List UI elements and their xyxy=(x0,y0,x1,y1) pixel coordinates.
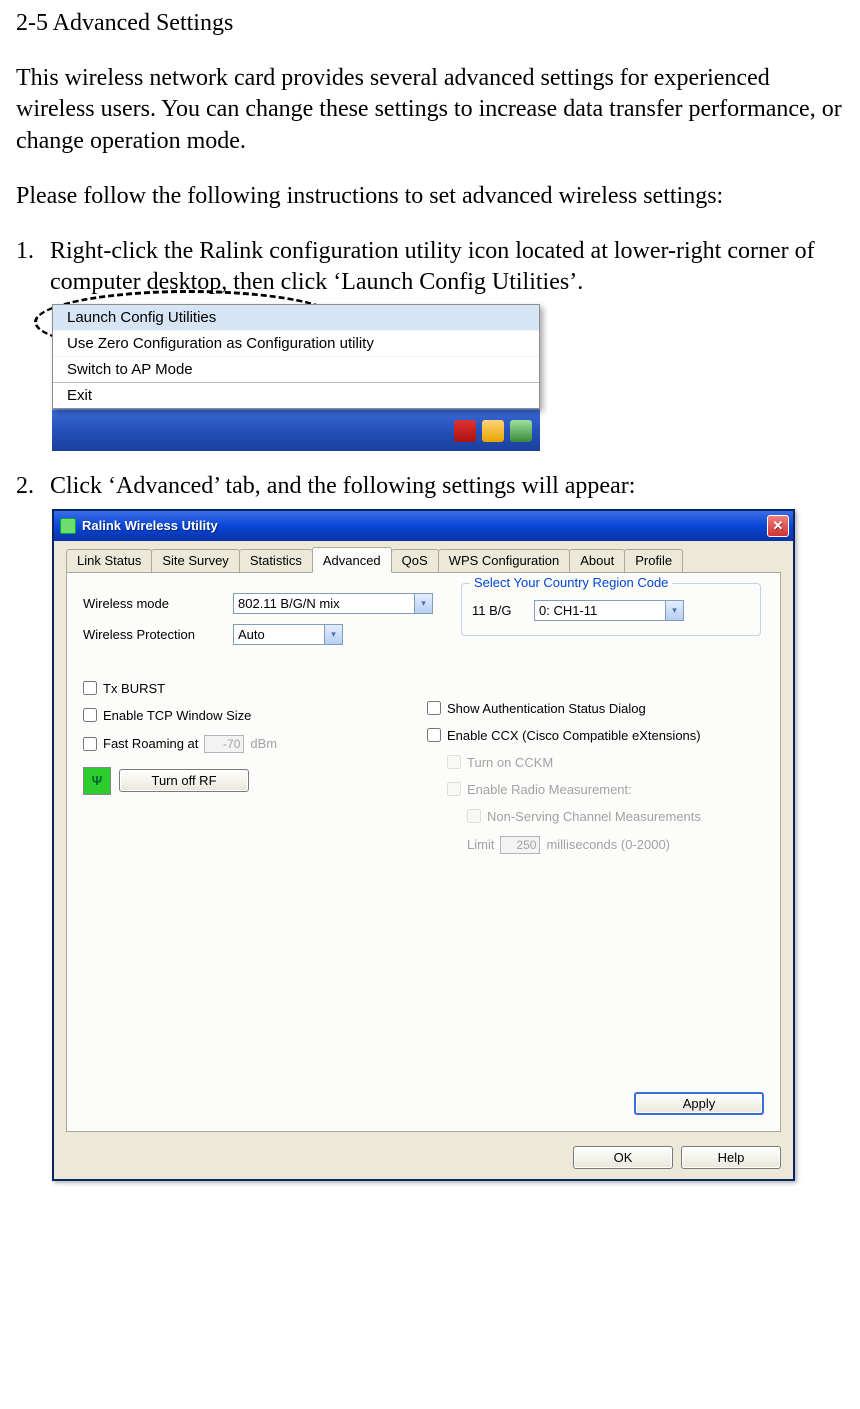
enable-radio-checkbox: Enable Radio Measurement: xyxy=(447,782,767,797)
context-menu: Launch Config Utilities Use Zero Configu… xyxy=(52,304,540,409)
step-2-text: Click ‘Advanced’ tab, and the following … xyxy=(50,471,844,502)
advanced-panel: Wireless mode 802.11 B/G/N mix ▾ Wireles… xyxy=(66,572,781,1132)
fast-roaming-label: Fast Roaming at xyxy=(103,736,198,751)
tray-icon-1[interactable] xyxy=(454,420,476,442)
dialog-title: Ralink Wireless Utility xyxy=(82,518,218,533)
limit-unit: milliseconds (0-2000) xyxy=(546,837,670,852)
menu-item-zero-config[interactable]: Use Zero Configuration as Configuration … xyxy=(53,330,539,356)
chevron-down-icon[interactable]: ▾ xyxy=(415,593,433,614)
wireless-mode-value: 802.11 B/G/N mix xyxy=(233,593,415,614)
nonserving-box xyxy=(467,809,481,823)
nonserving-label: Non-Serving Channel Measurements xyxy=(487,809,701,824)
tx-burst-box[interactable] xyxy=(83,681,97,695)
wireless-protection-value: Auto xyxy=(233,624,325,645)
wireless-protection-label: Wireless Protection xyxy=(83,627,233,642)
chevron-down-icon[interactable]: ▾ xyxy=(666,600,684,621)
tab-profile[interactable]: Profile xyxy=(624,549,683,572)
right-column: Show Authentication Status Dialog Enable… xyxy=(427,701,767,866)
show-auth-checkbox[interactable]: Show Authentication Status Dialog xyxy=(427,701,767,716)
menu-item-switch-ap[interactable]: Switch to AP Mode xyxy=(53,356,539,382)
step-1-text: Right-click the Ralink configuration uti… xyxy=(50,236,844,298)
enable-radio-box xyxy=(447,782,461,796)
tab-wps[interactable]: WPS Configuration xyxy=(438,549,571,572)
intro-paragraph-2: Please follow the following instructions… xyxy=(16,181,844,212)
enable-ccx-checkbox[interactable]: Enable CCX (Cisco Compatible eXtensions) xyxy=(427,728,767,743)
dialog-bottom-bar: OK Help xyxy=(54,1140,793,1179)
region-band-label: 11 B/G xyxy=(472,603,534,618)
tcp-window-label: Enable TCP Window Size xyxy=(103,708,251,723)
titlebar: Ralink Wireless Utility ✕ xyxy=(54,511,793,541)
enable-ccx-box[interactable] xyxy=(427,728,441,742)
fast-roaming-unit: dBm xyxy=(250,736,277,751)
country-region-groupbox: Select Your Country Region Code 11 B/G 0… xyxy=(461,583,761,636)
fast-roaming-value xyxy=(204,735,244,753)
rf-indicator-icon: Ψ xyxy=(83,767,111,795)
enable-radio-label: Enable Radio Measurement: xyxy=(467,782,632,797)
fast-roaming-box[interactable] xyxy=(83,737,97,751)
tab-site-survey[interactable]: Site Survey xyxy=(151,549,239,572)
region-combo[interactable]: 0: CH1-11 ▾ xyxy=(534,600,684,621)
tabstrip: Link Status Site Survey Statistics Advan… xyxy=(54,541,793,572)
chevron-down-icon[interactable]: ▾ xyxy=(325,624,343,645)
tray-icon-wireless[interactable] xyxy=(482,420,504,442)
tx-burst-label: Tx BURST xyxy=(103,681,165,696)
enable-ccx-label: Enable CCX (Cisco Compatible eXtensions) xyxy=(447,728,701,743)
turn-on-cckm-box xyxy=(447,755,461,769)
close-button[interactable]: ✕ xyxy=(767,515,789,537)
tab-link-status[interactable]: Link Status xyxy=(66,549,152,572)
ok-button[interactable]: OK xyxy=(573,1146,673,1169)
limit-label: Limit xyxy=(467,837,494,852)
help-button[interactable]: Help xyxy=(681,1146,781,1169)
tab-about[interactable]: About xyxy=(569,549,625,572)
turn-on-cckm-label: Turn on CCKM xyxy=(467,755,553,770)
tx-burst-checkbox[interactable]: Tx BURST xyxy=(83,681,764,696)
tcp-window-box[interactable] xyxy=(83,708,97,722)
turn-off-rf-button[interactable]: Turn off RF xyxy=(119,769,249,792)
tab-advanced[interactable]: Advanced xyxy=(312,547,392,573)
tab-qos[interactable]: QoS xyxy=(391,549,439,572)
intro-paragraph-1: This wireless network card provides seve… xyxy=(16,63,844,157)
step-2-number: 2. xyxy=(16,471,50,502)
context-menu-screenshot: Launch Config Utilities Use Zero Configu… xyxy=(52,304,540,451)
wireless-mode-label: Wireless mode xyxy=(83,596,233,611)
wireless-protection-combo[interactable]: Auto ▾ xyxy=(233,624,343,645)
app-icon xyxy=(60,518,76,534)
limit-row: Limit milliseconds (0-2000) xyxy=(467,836,767,854)
ralink-utility-dialog: Ralink Wireless Utility ✕ Link Status Si… xyxy=(52,509,795,1181)
apply-button[interactable]: Apply xyxy=(634,1092,764,1115)
taskbar xyxy=(52,409,540,451)
country-region-title: Select Your Country Region Code xyxy=(470,575,672,590)
tray-icon-ralink[interactable] xyxy=(510,420,532,442)
limit-value xyxy=(500,836,540,854)
section-heading: 2-5 Advanced Settings xyxy=(16,8,844,39)
show-auth-label: Show Authentication Status Dialog xyxy=(447,701,646,716)
menu-item-exit[interactable]: Exit xyxy=(53,382,539,408)
tab-statistics[interactable]: Statistics xyxy=(239,549,313,572)
wireless-mode-combo[interactable]: 802.11 B/G/N mix ▾ xyxy=(233,593,433,614)
step-1-number: 1. xyxy=(16,236,50,298)
nonserving-checkbox: Non-Serving Channel Measurements xyxy=(467,809,767,824)
menu-item-launch-config[interactable]: Launch Config Utilities xyxy=(53,305,539,330)
show-auth-box[interactable] xyxy=(427,701,441,715)
region-value: 0: CH1-11 xyxy=(534,600,666,621)
turn-on-cckm-checkbox: Turn on CCKM xyxy=(447,755,767,770)
